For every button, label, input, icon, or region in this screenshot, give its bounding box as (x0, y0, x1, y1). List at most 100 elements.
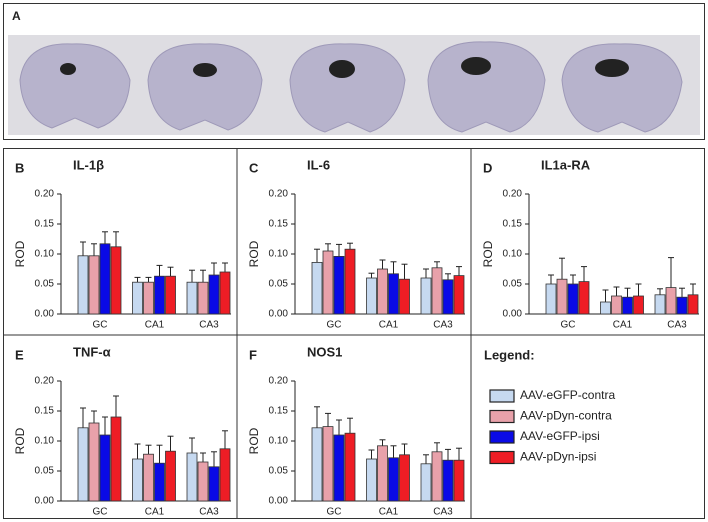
bar (77, 427, 89, 502)
y-tick-label: 0.15 (269, 406, 289, 417)
x-tick-label: CA3 (667, 320, 687, 331)
y-tick-label: 0.15 (35, 219, 55, 230)
bar (186, 452, 198, 502)
x-tick-label: GC (327, 320, 342, 331)
panels-frame (3, 148, 705, 519)
y-tick-label: 0.10 (269, 436, 289, 447)
legend-label: AAV-eGFP-ipsi (520, 429, 600, 443)
x-tick-label: GC (327, 507, 342, 518)
bar (99, 434, 111, 502)
bar (377, 445, 388, 502)
bar (399, 278, 410, 315)
y-axis-label: ROD (481, 240, 495, 267)
y-tick-label: 0.10 (35, 249, 55, 260)
bar (322, 426, 334, 502)
bar (197, 281, 209, 315)
bar (311, 261, 323, 315)
bar (611, 295, 622, 315)
bar (442, 279, 454, 315)
bar (567, 283, 579, 315)
bar (333, 255, 345, 315)
y-tick-label: 0.10 (269, 249, 289, 260)
y-tick-label: 0.00 (269, 496, 289, 507)
x-tick-label: GC (93, 507, 108, 518)
chart-title: IL-1β (73, 157, 104, 172)
chart-title: IL1a-RA (541, 157, 591, 172)
bar (219, 271, 231, 315)
bar (687, 294, 699, 315)
bar (344, 432, 356, 502)
bar (77, 255, 89, 315)
x-tick-label: CA3 (199, 320, 219, 331)
chart-title: NOS1 (307, 344, 342, 359)
x-tick-label: CA1 (145, 320, 165, 331)
legend-label: AAV-eGFP-contra (520, 388, 615, 402)
bar (143, 281, 154, 315)
panel-label: E (15, 347, 24, 362)
bar (366, 277, 377, 315)
panel-label: B (15, 160, 24, 175)
bar (110, 416, 122, 502)
y-tick-label: 0.00 (269, 309, 289, 320)
legend-swatch (489, 430, 515, 444)
bar (154, 275, 165, 315)
bar (143, 453, 154, 502)
x-tick-label: GC (93, 320, 108, 331)
bar (600, 301, 611, 315)
y-tick-label: 0.05 (35, 279, 55, 290)
y-tick-label: 0.00 (503, 309, 523, 320)
x-tick-label: CA1 (379, 320, 399, 331)
bar (676, 296, 688, 315)
bar (219, 448, 231, 502)
y-tick-label: 0.10 (503, 249, 523, 260)
bar (622, 296, 633, 315)
bar (197, 461, 209, 502)
bar (578, 281, 590, 315)
panel-a-frame (3, 3, 705, 140)
bar (333, 434, 345, 502)
bar (344, 248, 356, 315)
x-tick-label: CA3 (433, 320, 453, 331)
bar (322, 250, 334, 315)
legend-swatch (489, 450, 515, 465)
x-tick-label: CA3 (199, 507, 219, 518)
bar (420, 277, 432, 315)
y-tick-label: 0.05 (35, 466, 55, 477)
bar (633, 295, 644, 315)
bar (431, 451, 443, 502)
bar (165, 450, 176, 502)
bar (442, 459, 454, 502)
y-tick-label: 0.00 (35, 496, 55, 507)
bar (420, 463, 432, 502)
y-tick-label: 0.15 (269, 219, 289, 230)
bar (366, 458, 377, 502)
brain-sections (8, 35, 700, 135)
y-tick-label: 0.20 (35, 376, 55, 387)
chart-title: TNF-α (73, 344, 111, 359)
bar (453, 459, 465, 502)
legend-label: AAV-pDyn-ipsi (520, 450, 596, 464)
bar (453, 275, 465, 315)
bar (186, 281, 198, 315)
bar (88, 255, 100, 315)
panel-label: C (249, 160, 259, 175)
bar (388, 457, 399, 502)
y-tick-label: 0.05 (503, 279, 523, 290)
legend-swatch (489, 389, 515, 403)
bar (110, 246, 122, 315)
legend-label: AAV-pDyn-contra (520, 409, 612, 423)
bar (165, 275, 176, 315)
panel-label: D (483, 160, 492, 175)
y-tick-label: 0.15 (503, 219, 523, 230)
bar (132, 281, 143, 315)
bar (311, 427, 323, 502)
bar (208, 466, 220, 502)
y-tick-label: 0.15 (35, 406, 55, 417)
x-tick-label: GC (561, 320, 576, 331)
bar (545, 283, 557, 315)
panel-label: A (12, 9, 21, 23)
y-tick-label: 0.20 (503, 189, 523, 200)
panel-label: F (249, 347, 257, 362)
y-tick-label: 0.00 (35, 309, 55, 320)
